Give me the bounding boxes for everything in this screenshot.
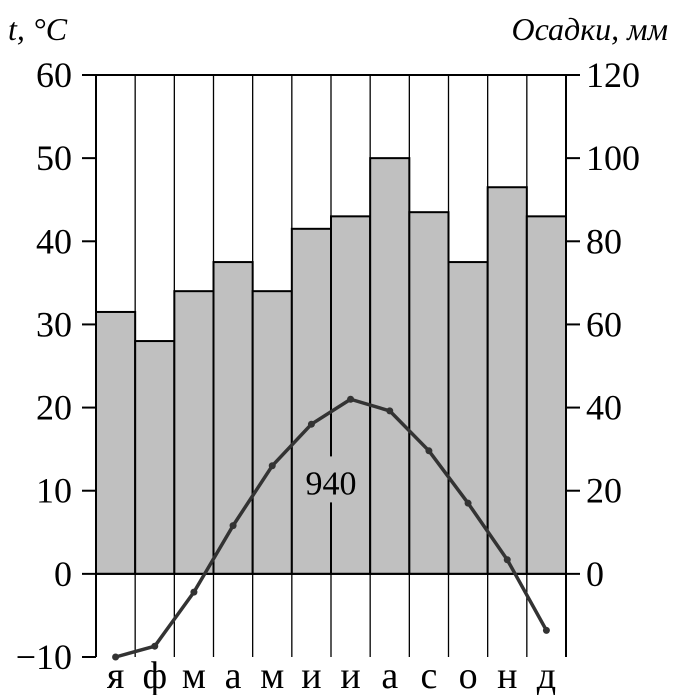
precip-bar: [173, 290, 215, 575]
left-tick-label: 20: [36, 388, 72, 428]
temperature-point: [112, 653, 120, 661]
precip-bar: [134, 340, 176, 575]
left-axis-ticks: 60 50 40 30 20 10 0 −10: [16, 55, 96, 677]
precipitation-bars: [95, 157, 567, 575]
temperature-point: [464, 499, 472, 507]
temperature-point: [190, 588, 198, 596]
temperature-polyline: [115, 397, 548, 659]
month-label: м: [182, 655, 206, 695]
right-tick-label: 40: [586, 388, 622, 428]
right-tick-label: 0: [586, 554, 604, 594]
month-label: н: [497, 655, 517, 695]
right-tick-label: 20: [586, 471, 622, 511]
temperature-point: [307, 420, 315, 428]
month-label: о: [459, 655, 478, 695]
temperature-point: [386, 407, 394, 415]
right-tick-label: 100: [586, 138, 640, 178]
month-label: ф: [142, 655, 167, 695]
left-tick-label: 0: [54, 554, 72, 594]
temperature-point: [151, 642, 159, 650]
right-tick-label: 60: [586, 304, 622, 344]
temperature-point: [229, 522, 237, 530]
month-label: м: [260, 655, 284, 695]
temperature-point: [268, 462, 276, 470]
precip-bar: [290, 227, 333, 575]
right-axis-title: Осадки, мм: [512, 11, 668, 47]
temperature-line: [112, 395, 550, 661]
right-tick-label: 120: [586, 55, 640, 95]
month-label: с: [420, 655, 437, 695]
precip-bar: [408, 211, 450, 575]
precip-bar: [369, 157, 411, 575]
left-tick-label: 50: [36, 138, 72, 178]
left-tick-label: 40: [36, 221, 72, 261]
temperature-point: [425, 447, 433, 455]
month-label: а: [381, 655, 398, 695]
left-tick-label: −10: [16, 637, 72, 677]
temperature-point: [542, 626, 550, 634]
axes: [95, 74, 567, 657]
precip-bar: [486, 186, 528, 575]
right-axis-ticks: 120 100 80 60 40 20 0: [566, 55, 640, 594]
total-annotation-bg: [303, 456, 359, 503]
month-label: и: [340, 655, 360, 695]
total-annotation: 940: [303, 456, 359, 503]
precip-bar: [447, 261, 489, 575]
left-tick-label: 60: [36, 55, 72, 95]
month-gridlines: [134, 75, 528, 657]
right-tick-label: 80: [586, 221, 622, 261]
left-tick-label: 30: [36, 304, 72, 344]
precip-bar: [330, 215, 372, 575]
total-annotation-value: 940: [306, 465, 357, 502]
left-tick-label: 10: [36, 471, 72, 511]
precip-bar: [525, 215, 567, 575]
temperature-point: [347, 395, 355, 403]
month-label: д: [537, 655, 556, 695]
month-label: и: [301, 655, 321, 695]
month-label: я: [107, 655, 124, 695]
left-axis-title: t, °C: [8, 11, 68, 47]
precip-bar: [251, 290, 293, 575]
month-label: а: [225, 655, 242, 695]
temperature-point: [503, 556, 511, 564]
precip-bar: [95, 310, 137, 575]
